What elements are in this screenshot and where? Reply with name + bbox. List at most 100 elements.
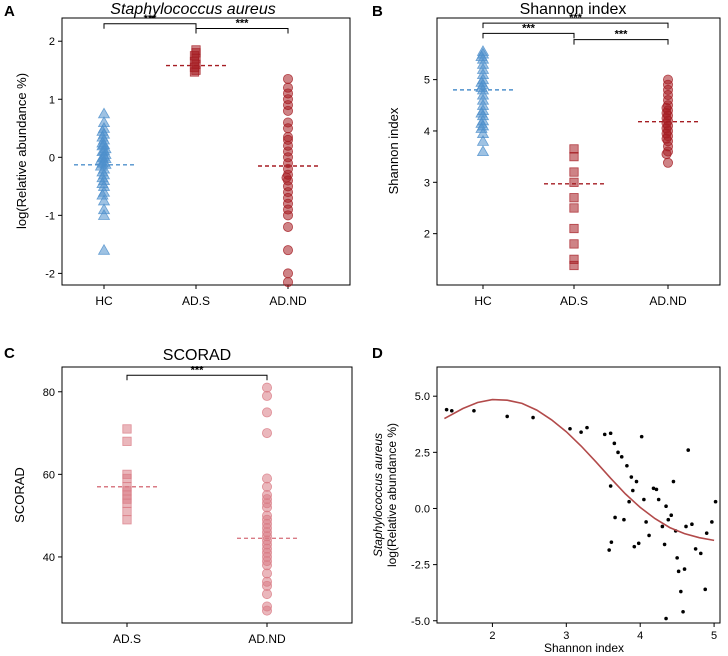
panel-d-point [531,415,535,420]
panel-b-point-ads [569,152,579,162]
panel-d-point [613,515,617,520]
panel-d-ytick-label: 5.0 [415,391,430,403]
panel-c-xtick-label: AD.ND [248,632,286,646]
panel-d-point [444,407,449,412]
panel-a-point-hc [97,243,111,255]
panel-a-point-adnd [282,123,293,134]
panel-c-ylabel: SCORAD [12,467,27,523]
panel-d-point [690,522,694,526]
panel-a-point-adnd [282,268,293,279]
panel-d-point [642,497,646,502]
panel-a-ytick-label: 2 [49,36,55,48]
panel-d-plot: 2 3 4 5 -5.0 -2.5 0.0 2.5 5.0 [411,391,718,642]
panel-c-point-ads [122,515,132,525]
panel-b-sig-bracket [482,22,669,29]
panel-a-xtick-label: AD.ND [269,294,307,308]
panel-d-point [651,486,656,491]
panel-d-point [568,426,572,431]
panel-d-point [636,541,641,546]
panel-c-letter: C [4,345,15,362]
panel-d-point [656,497,661,502]
panel-d-xtick-label: 4 [637,630,643,642]
panel-d-point [686,448,691,452]
panel-d-point [608,484,613,488]
panel-d-point [631,488,635,493]
panel-b-xtick-label: AD.S [560,294,588,308]
panel-b-ylabel: Shannon index [386,107,401,194]
panel-d-point [703,587,708,592]
panel-a-point-adnd [282,105,293,116]
panel-b-point-ads [569,144,579,154]
panel-b-point-ads [569,177,579,187]
panel-b-sig-label: *** [615,29,629,41]
panel-d-point [619,455,624,459]
panel-d-point [710,520,714,524]
panel-d-point [579,430,583,434]
panel-a-point-adnd [282,277,293,288]
panel-b-point-ads [569,223,579,234]
panel-d-point [682,567,687,571]
panel-c-point-adnd [261,560,272,571]
panel-a-point-ads [189,67,200,77]
panel-d-point [585,425,589,430]
panel-c-point-ads [122,473,132,484]
panel-d-point [616,450,620,455]
panel-a-plot: -2 -1 0 1 2 HC AD.S AD.ND *** *** [45,13,318,308]
panel-a-ylabel: log(Relative abundance %) [14,73,29,229]
panel-d-point [505,414,509,419]
panel-d-point [629,475,634,479]
panel-c-ytick-label: 60 [43,469,55,481]
panel-d-point [698,551,703,556]
panel-d-point [602,432,607,437]
panel-c-point-adnd [261,568,272,579]
panel-a-sig-label: *** [236,17,250,29]
panel-d-point [664,616,668,621]
panel-d: D Staphylococcus aureus log(Relative abu… [371,345,721,655]
panel-d-point [449,408,454,413]
panel-c-point-adnd [261,407,272,418]
panel-a-point-adnd [282,221,293,232]
panel-d-point [472,408,476,413]
panel-c-point-adnd [261,605,272,616]
panel-d-point [662,542,667,547]
panel-a-ytick-label: 0 [49,152,55,164]
panel-b-ytick-label: 3 [424,177,430,189]
panel-d-ytick-label: 2.5 [415,447,430,459]
panel-b-point-ads [569,239,579,249]
panel-d-point [693,547,698,551]
panel-c-ytick-label: 40 [43,552,55,564]
panel-d-ytick-label: -5.0 [411,616,430,628]
panel-d-xtick-label: 5 [711,630,717,642]
panel-a: A Staphylococcus aureus log(Relative abu… [4,1,351,308]
panel-d-point [644,520,648,524]
panel-a-title: Staphylococcus aureus [110,1,275,18]
panel-c-point-adnd [261,502,272,513]
panel-d-point [612,441,617,446]
panel-c-xtick-label: AD.S [113,632,141,646]
panel-d-point [669,513,674,518]
panel-d-ylabel-top: Staphylococcus aureus [371,433,385,557]
panel-b-point-ads [569,167,579,177]
panel-d-xtick-label: 3 [563,630,569,642]
panel-b-xtick-label: AD.ND [649,294,687,308]
panel-d-ytick-label: -2.5 [411,560,430,572]
panel-d-point [647,533,651,538]
panel-b-sig-bracket [482,32,575,39]
panel-b-sig-label: *** [569,12,583,24]
panel-d-point [627,499,631,504]
panel-a-point-adnd [282,245,293,256]
panel-b-point-ads [569,203,579,213]
panel-d-point [625,464,629,468]
panel-d-point [608,431,613,436]
panel-b-frame [436,17,721,286]
panel-a-point-adnd [282,210,293,221]
panel-c-ytick-label: 80 [43,387,55,399]
panel-d-ytick-label: 0.0 [415,503,430,515]
panel-b-title: Shannon index [520,1,627,18]
panel-a-ytick-label: 1 [49,94,55,106]
panel-d-frame [436,366,721,624]
panel-b-xtick-label: HC [474,294,492,308]
panel-d-point [622,517,626,522]
panel-b-sig-bracket [573,39,669,45]
